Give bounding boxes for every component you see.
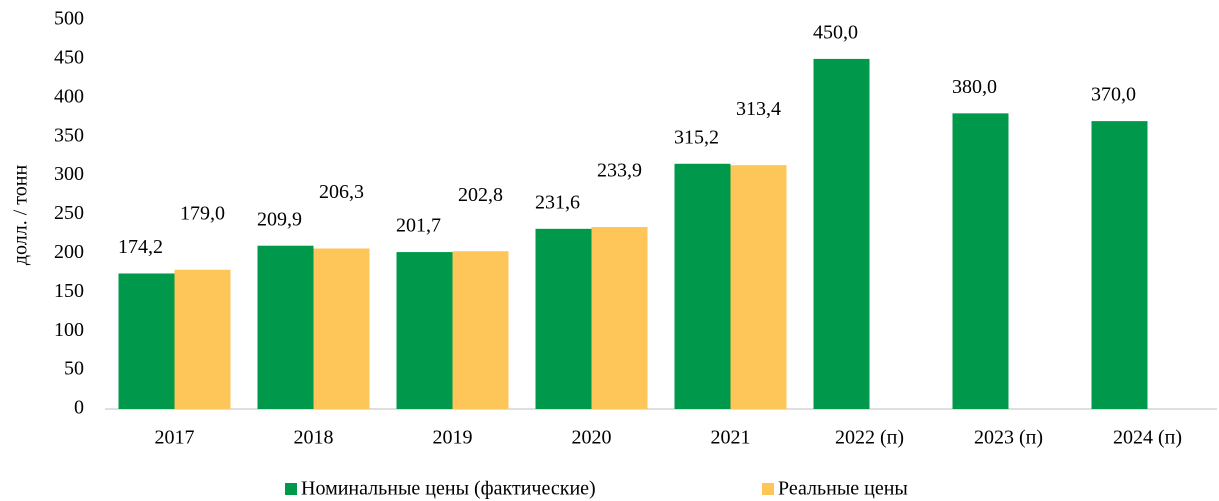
x-tick-label: 2017: [155, 427, 195, 449]
value-label: 179,0: [180, 202, 225, 224]
bar: [257, 245, 314, 409]
bar: [952, 113, 1009, 410]
x-tick-label: 2019: [433, 427, 473, 449]
value-label: 201,7: [396, 215, 441, 237]
value-label: 231,6: [535, 191, 580, 213]
value-label: 209,9: [257, 208, 302, 230]
value-label: 315,2: [674, 126, 719, 148]
x-tick-label: 2020: [572, 427, 612, 449]
y-axis-title: долл. / тонн: [10, 165, 32, 266]
y-tick-label: 100: [54, 319, 84, 341]
y-tick-label: 200: [54, 241, 84, 263]
value-label: 174,2: [118, 236, 163, 258]
bar: [118, 273, 175, 409]
legend-label: Реальные цены: [778, 478, 908, 500]
legend-label: Номинальные цены (фактические): [301, 478, 596, 500]
value-label: 313,4: [736, 98, 781, 120]
y-tick-label: 0: [74, 397, 84, 419]
bar: [674, 163, 731, 409]
bar: [591, 227, 648, 409]
bar: [452, 251, 509, 409]
y-tick-label: 350: [54, 124, 84, 146]
y-tick-label: 150: [54, 280, 84, 302]
x-tick-label: 2021: [711, 427, 751, 449]
value-label: 233,9: [597, 160, 642, 182]
y-tick-label: 400: [54, 85, 84, 107]
x-tick-label: 2024 (п): [1113, 427, 1182, 449]
value-label: 206,3: [319, 181, 364, 203]
bar: [313, 248, 370, 409]
y-tick-label: 450: [54, 46, 84, 68]
x-tick-label: 2018: [294, 427, 334, 449]
y-tick-label: 250: [54, 202, 84, 224]
value-label: 450,0: [813, 21, 858, 43]
y-tick-label: 50: [64, 358, 84, 380]
x-tick-label: 2022 (п): [835, 427, 904, 449]
bar: [174, 269, 231, 409]
value-label: 202,8: [458, 184, 503, 206]
legend-swatch: [762, 483, 774, 495]
y-tick-label: 300: [54, 163, 84, 185]
value-label: 380,0: [952, 76, 997, 98]
y-tick-label: 500: [54, 8, 84, 30]
legend-swatch: [285, 483, 297, 495]
bar: [396, 252, 453, 409]
bar: [1091, 121, 1148, 409]
bar: [535, 228, 592, 409]
bar: [730, 165, 787, 409]
value-label: 370,0: [1091, 84, 1136, 106]
bar: [813, 58, 870, 410]
x-tick-label: 2023 (п): [974, 427, 1043, 449]
